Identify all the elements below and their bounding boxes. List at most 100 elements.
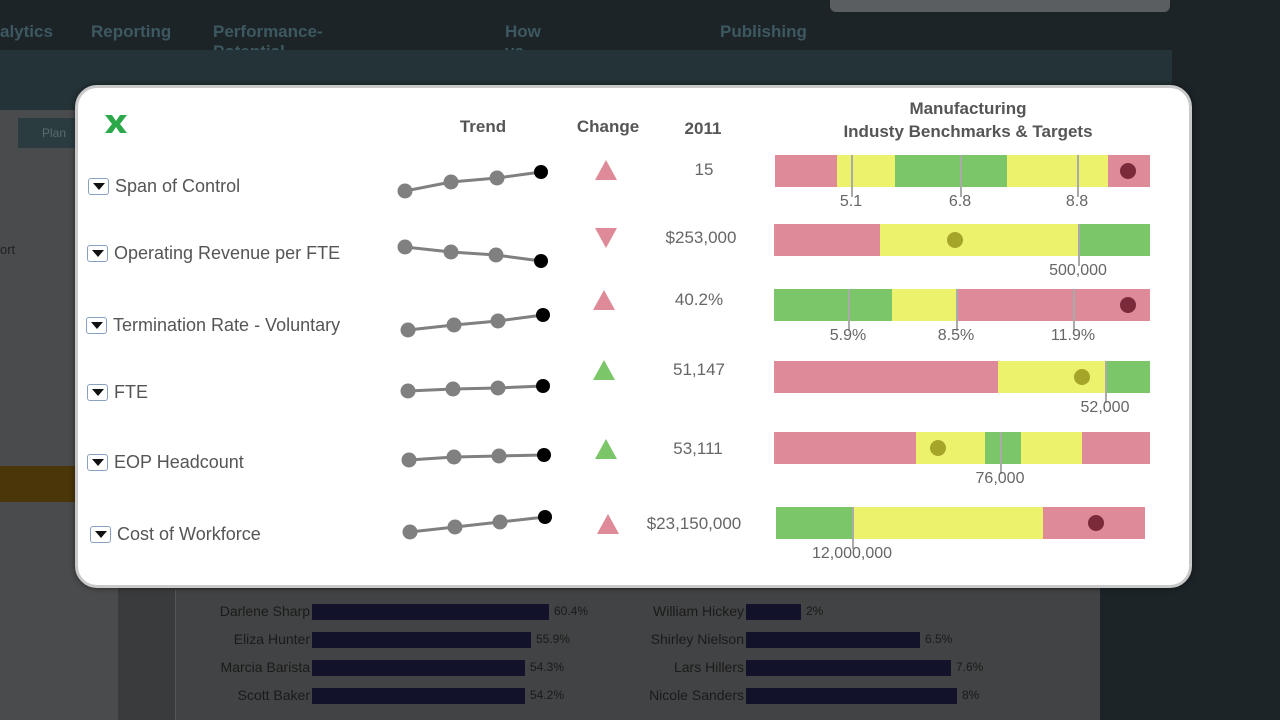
person-value: 8% (962, 688, 980, 702)
benchmark-band-red (774, 432, 916, 464)
person-bar (312, 604, 549, 620)
metric-name: Cost of Workforce (117, 524, 261, 544)
metric-label[interactable]: Termination Rate - Voluntary (86, 315, 340, 336)
benchmark-tick-line (1077, 155, 1079, 197)
benchmark-band-green (776, 507, 852, 539)
person-bar (746, 632, 920, 648)
trend-point (401, 452, 417, 468)
nav-publishing[interactable]: Publishing (720, 22, 807, 41)
benchmark-band-yellow (852, 507, 1043, 539)
benchmark-tick-label: 12,000,000 (811, 545, 893, 562)
benchmark-tick-label: 5.1 (839, 193, 863, 210)
highlight-bar (0, 466, 80, 502)
metric-value: 53,111 (673, 439, 723, 458)
benchmark-band-red (774, 361, 998, 393)
dropdown-icon[interactable] (87, 384, 108, 401)
trend-sparkline (397, 165, 548, 199)
trend-sparkline (402, 510, 552, 540)
header-year: 2011 (684, 119, 722, 138)
benchmark-tick-label: 8.5% (937, 327, 975, 344)
person-value: 54.2% (530, 688, 565, 702)
person-bar (312, 660, 525, 676)
metric-name: Span of Control (115, 176, 241, 196)
benchmark-tick-line (1000, 432, 1002, 474)
actual-value-marker (1120, 163, 1136, 179)
trend-point (397, 183, 413, 199)
metric-name: Termination Rate - Voluntary (113, 315, 341, 335)
benchmark-band-yellow (1007, 155, 1108, 187)
benchmark-tick-line (960, 155, 962, 197)
trend-point (447, 519, 463, 535)
benchmark-tick-label: 8.8 (1065, 193, 1089, 210)
trend-line (407, 313, 544, 332)
actual-value-marker (1088, 515, 1104, 531)
person-name: Shirley Nielson (650, 631, 744, 647)
trend-point (400, 322, 416, 338)
person-name: Lars Hillers (673, 659, 744, 675)
person-bar (746, 688, 957, 704)
excel-export-icon[interactable] (103, 113, 129, 135)
metric-name: Operating Revenue per FTE (114, 243, 341, 263)
trend-point (536, 308, 550, 322)
person-value: 6.5% (925, 632, 953, 646)
person-name: Eliza Hunter (233, 631, 310, 647)
dropdown-icon[interactable] (90, 526, 111, 543)
person-name: Scott Baker (237, 687, 310, 703)
trend-point (534, 254, 548, 268)
people-chart: Darlene Sharp 60.4% Eliza Hunter 55.9% Marci… (175, 590, 1100, 720)
metric-label[interactable]: Span of Control (88, 176, 240, 197)
benchmark-tick-line (1078, 224, 1080, 266)
person-name: Marcia Barista (220, 659, 310, 675)
trend-point (397, 239, 413, 255)
benchmark-band-red (956, 289, 1150, 321)
dropdown-icon[interactable] (87, 454, 108, 471)
person-name: William Hickey (653, 603, 744, 619)
benchmark-tick-line (956, 289, 958, 331)
metric-label[interactable]: Cost of Workforce (90, 524, 261, 545)
metric-value: $253,000 (665, 228, 737, 247)
search-box[interactable] (830, 0, 1170, 12)
trend-sparkline (400, 308, 550, 338)
person-value: 54.3% (530, 660, 565, 674)
benchmark-band-green (1078, 224, 1150, 256)
metric-name: FTE (114, 382, 148, 402)
person-value: 2% (806, 604, 824, 618)
header-benchmark-line2: Industy Benchmarks & Targets (843, 122, 1093, 141)
benchmark-tick-line (1073, 289, 1075, 331)
metric-label[interactable]: FTE (87, 382, 148, 403)
metric-value: $23,150,000 (646, 514, 742, 533)
dropdown-icon[interactable] (88, 178, 109, 195)
trend-sparkline (400, 379, 550, 399)
benchmark-tick-line (852, 507, 854, 549)
tab-plan[interactable]: Plan (18, 118, 78, 148)
trend-point (443, 244, 459, 260)
dropdown-icon[interactable] (86, 317, 107, 334)
trend-point (536, 379, 550, 393)
trend-point (445, 381, 461, 397)
trend-point (537, 448, 551, 462)
benchmark-band-yellow (916, 432, 985, 464)
benchmark-tick-line (848, 289, 850, 331)
benchmark-band-yellow (837, 155, 895, 187)
benchmark-tick-label: 6.8 (948, 193, 972, 210)
benchmark-tick-label: 5.9% (829, 327, 867, 344)
benchmark-tick-label: 11.9% (1050, 327, 1096, 344)
metric-label[interactable]: Operating Revenue per FTE (87, 243, 340, 264)
trend-point (490, 380, 506, 396)
trend-point (491, 448, 507, 464)
person-value: 55.9% (536, 632, 571, 646)
dropdown-icon[interactable] (87, 245, 108, 262)
change-up-icon (593, 290, 615, 310)
person-bar (746, 660, 951, 676)
kpi-panel: Trend Change 2011 Manufacturing Industy … (75, 85, 1192, 588)
trend-point (489, 170, 505, 186)
benchmark-band-red (1082, 432, 1150, 464)
trend-line (404, 245, 542, 263)
change-up-icon (597, 514, 619, 534)
benchmark-band-red (774, 224, 880, 256)
metric-label[interactable]: EOP Headcount (87, 452, 244, 473)
nav-analytics[interactable]: alytics (0, 22, 53, 41)
metric-name: EOP Headcount (114, 452, 244, 472)
trend-point (400, 383, 416, 399)
nav-reporting[interactable]: Reporting (91, 22, 172, 41)
